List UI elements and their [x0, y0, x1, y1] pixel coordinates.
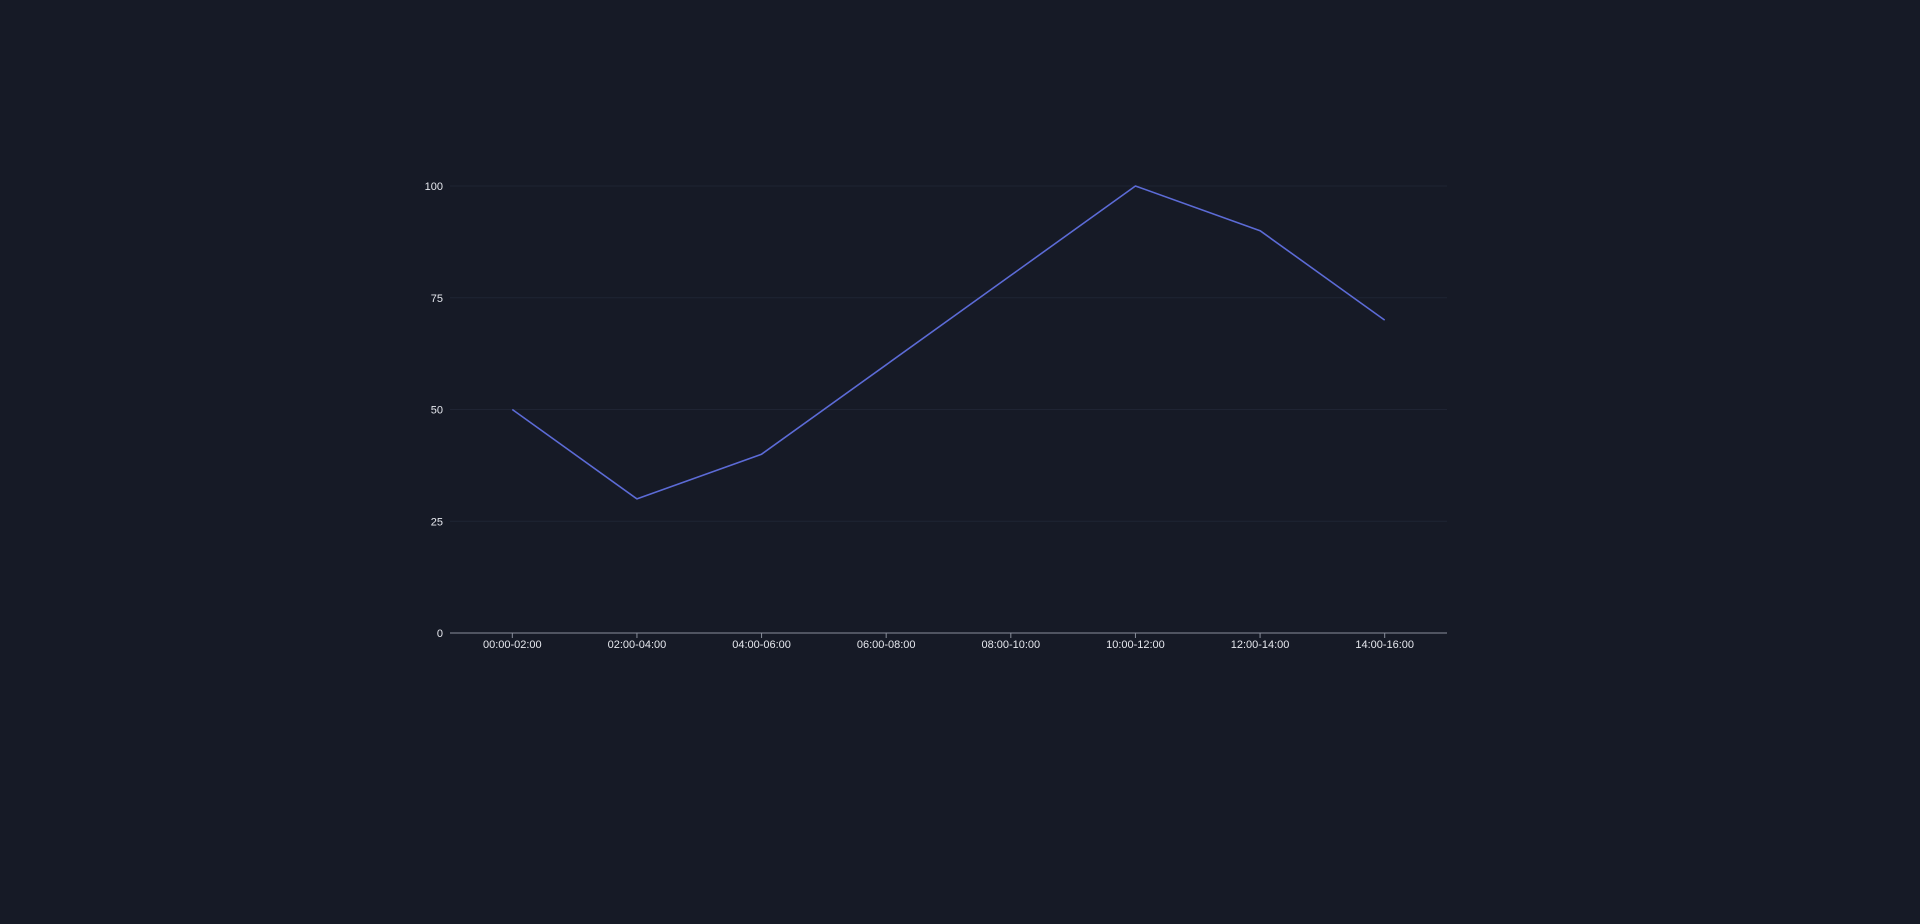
y-tick-label: 0	[437, 628, 443, 640]
y-tick-label: 75	[431, 293, 443, 305]
x-tick-label: 06:00-08:00	[857, 639, 916, 651]
x-tick-label: 02:00-04:00	[608, 639, 667, 651]
x-axis	[450, 632, 1447, 638]
y-tick-label: 25	[431, 516, 443, 528]
y-axis-tick-labels: 0 25 50 75 100	[425, 181, 443, 640]
x-tick-label: 08:00-10:00	[981, 639, 1040, 651]
grid-lines	[450, 185, 1447, 522]
series-line	[511, 185, 1386, 500]
x-tick-label: 12:00-14:00	[1231, 639, 1290, 651]
y-tick-label: 50	[431, 405, 443, 417]
x-tick-label: 10:00-12:00	[1106, 639, 1165, 651]
y-tick-label: 100	[425, 181, 443, 193]
x-tick-label: 14:00-16:00	[1355, 639, 1414, 651]
x-tick-label: 00:00-02:00	[483, 639, 542, 651]
series-group	[511, 185, 1386, 500]
x-tick-label: 04:00-06:00	[732, 639, 791, 651]
x-axis-tick-labels: 00:00-02:00 02:00-04:00 04:00-06:00 06:00-0…	[483, 639, 1414, 651]
